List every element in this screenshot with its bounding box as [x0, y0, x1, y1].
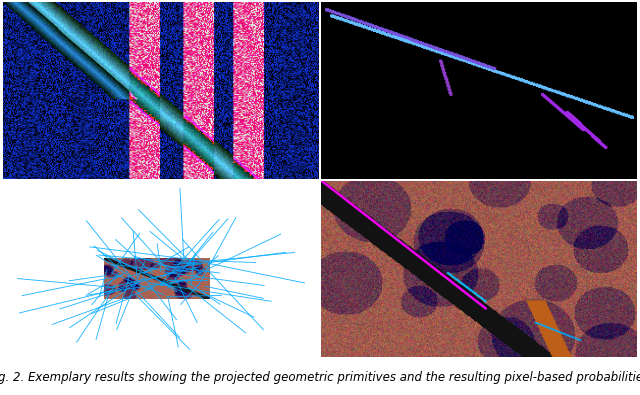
Text: Fig. 2. Exemplary results showing the projected geometric primitives and the res: Fig. 2. Exemplary results showing the pr… [0, 371, 640, 384]
